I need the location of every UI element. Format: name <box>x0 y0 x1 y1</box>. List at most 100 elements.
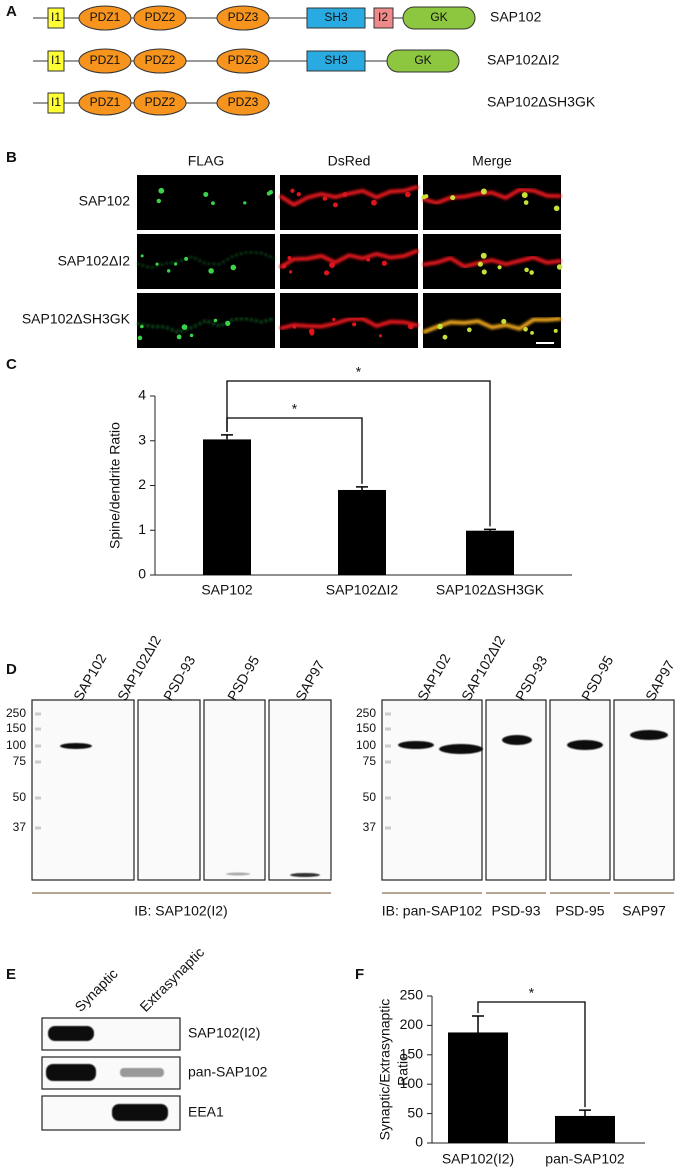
ladder-band <box>35 760 41 764</box>
puncta <box>342 192 348 197</box>
domain-label: GK <box>414 53 431 67</box>
bar <box>203 439 251 575</box>
marker-label: 150 <box>356 721 376 735</box>
puncta <box>523 200 529 205</box>
puncta <box>477 261 483 267</box>
blot <box>485 699 547 881</box>
puncta <box>521 192 528 199</box>
puncta <box>243 201 247 205</box>
puncta <box>289 270 293 274</box>
row-label: SAP102ΔI2 <box>58 253 131 269</box>
puncta <box>189 333 194 338</box>
puncta <box>213 318 218 323</box>
domain-label: PDZ2 <box>145 53 176 67</box>
bar <box>555 1115 615 1143</box>
puncta <box>501 318 507 324</box>
significance-label: * <box>529 985 535 1001</box>
puncta <box>381 260 387 266</box>
micrograph <box>423 175 561 230</box>
puncta <box>329 262 335 268</box>
lane-label: SAP97 <box>642 657 678 703</box>
puncta <box>181 324 188 330</box>
puncta <box>523 327 528 332</box>
construct-name: SAP102ΔSH3GK <box>487 94 596 110</box>
micrograph <box>137 234 275 289</box>
band <box>112 1104 168 1121</box>
dendrite <box>422 316 562 335</box>
dendrite <box>422 255 562 269</box>
domain-label: PDZ1 <box>90 53 121 67</box>
lane-label: PSD-95 <box>224 653 262 704</box>
ladder-band <box>385 744 391 748</box>
ladder-band <box>385 826 391 830</box>
marker-label: 50 <box>363 790 377 804</box>
dendrite <box>279 316 419 331</box>
domain-label: I1 <box>51 95 61 109</box>
lane-label: SAP102ΔI2 <box>458 632 508 703</box>
puncta <box>203 191 209 197</box>
domain-label: PDZ1 <box>90 10 121 24</box>
ladder-band <box>385 796 391 800</box>
puncta <box>481 269 487 275</box>
panel-b: B FLAG DsRed Merge SAP102 SAP102ΔI2 SAP1… <box>6 149 563 348</box>
puncta <box>184 256 189 261</box>
domain-ellipse <box>78 5 132 31</box>
puncta <box>442 334 448 340</box>
ladder-band <box>35 712 41 716</box>
band <box>290 873 320 877</box>
puncta <box>497 265 502 270</box>
y-tick-label: 3 <box>138 431 146 447</box>
puncta <box>140 254 144 258</box>
bar <box>466 530 514 575</box>
domain-ellipse <box>216 48 270 74</box>
band <box>120 1068 164 1077</box>
domain-box <box>386 49 460 73</box>
band <box>48 1026 94 1041</box>
domain-label: PDZ3 <box>228 53 259 67</box>
marker-label: 37 <box>363 820 377 834</box>
domain-ellipse <box>133 90 187 116</box>
domain-ellipse <box>78 48 132 74</box>
puncta <box>166 269 171 273</box>
domain-label: SH3 <box>324 10 348 24</box>
column-header: FLAG <box>188 153 225 169</box>
lane-label: PSD-93 <box>160 653 198 704</box>
domain-box <box>47 92 65 114</box>
y-tick-label: 150 <box>400 1046 424 1062</box>
error-bar <box>221 434 233 440</box>
panel-label: D <box>6 661 17 678</box>
panel-label: F <box>355 966 364 983</box>
puncta <box>553 205 560 212</box>
domain-box <box>306 7 366 29</box>
domain-box <box>47 50 65 72</box>
puncta <box>266 191 272 196</box>
domain-label: PDZ2 <box>145 10 176 24</box>
puncta <box>352 322 357 327</box>
micrograph <box>280 234 418 289</box>
puncta <box>155 262 159 266</box>
y-tick-label: 1 <box>138 521 146 537</box>
domain-ellipse <box>216 90 270 116</box>
error-bar <box>579 1109 591 1116</box>
error-bar <box>484 528 496 531</box>
panel-a: A I1 PDZ1 PDZ2 PDZ3 SH3 I2 GK SAP102 I1 … <box>6 3 596 116</box>
y-axis-label: Synaptic/Extrasynaptic <box>377 999 393 1141</box>
marker-label: 50 <box>13 790 27 804</box>
lane-label: SAP102ΔI2 <box>114 632 164 703</box>
significance-label: * <box>356 364 362 380</box>
domain-label: GK <box>430 10 447 24</box>
domain-box <box>47 7 65 29</box>
puncta <box>137 335 143 341</box>
puncta <box>292 325 297 329</box>
y-tick-label: 0 <box>415 1134 423 1150</box>
ladder-band <box>35 744 41 748</box>
band <box>226 872 250 876</box>
ib-label: IB: SAP102(I2) <box>134 903 227 919</box>
x-tick-label: SAP102 <box>201 582 253 598</box>
ib-label: PSD-95 <box>555 903 604 919</box>
lane-label: PSD-93 <box>512 653 550 704</box>
column-header: DsRed <box>328 153 371 169</box>
band <box>60 743 92 749</box>
lane-label: PSD-95 <box>578 653 616 704</box>
